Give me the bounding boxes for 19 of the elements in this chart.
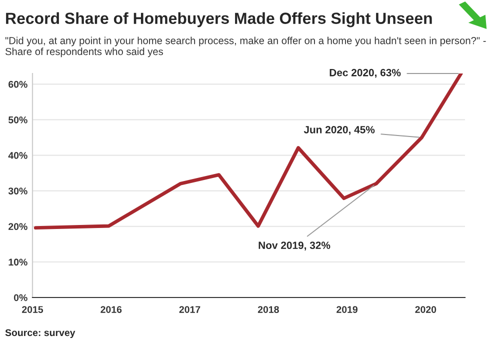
y-tick-label: 40%: [8, 152, 28, 159]
x-tick-label: 2017: [179, 306, 200, 313]
y-tick-label: 0%: [14, 294, 28, 302]
x-tick-label: 2020: [415, 306, 436, 313]
y-tick-label: 10%: [8, 258, 28, 266]
y-tick-label: 20%: [8, 223, 28, 230]
x-tick-label: 2019: [336, 306, 358, 313]
chart-title: Record Share of Homebuyers Made Offers Sight Unseen: [6, 12, 432, 28]
y-tick-label: 50%: [8, 116, 28, 124]
annotation: Jun 2020, 45%: [304, 126, 375, 135]
annotation: Nov 2019, 32%: [258, 242, 330, 251]
annotation: Dec 2020, 63%: [330, 68, 401, 78]
chart-subtitle: "Did you, at any point in your home search process, make an offer on a home you hadn't seen in person?" - Share of respondents who said yes: [5, 36, 486, 58]
x-tick-label: 2015: [22, 306, 44, 313]
source-note: Source: survey: [5, 329, 76, 338]
x-tick-label: 2016: [100, 306, 122, 313]
x-tick-label: 2018: [258, 306, 279, 313]
y-tick-label: 30%: [8, 188, 28, 194]
y-tick-label: 60%: [8, 80, 28, 88]
